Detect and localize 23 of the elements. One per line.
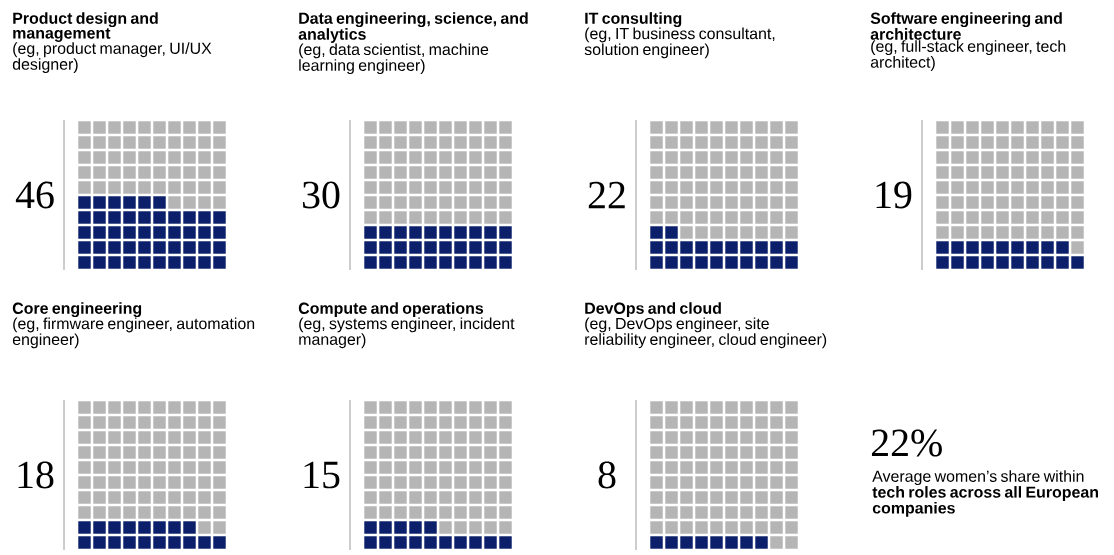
data-label: 18 — [18, 461, 54, 489]
text: Average women’s share within tech roles across all European companies — [872, 470, 1098, 517]
text: 22% — [871, 429, 942, 457]
text: (eg, IT business consultant, solution engineer) — [584, 27, 775, 59]
text: (eg, DevOps engineer, site reliability engineer, cloud engineer) — [585, 317, 827, 349]
data-label: 8 — [598, 461, 616, 489]
text: (eg, data scientist, machine learning engineer) — [299, 43, 489, 75]
text: DevOps and cloud — [585, 302, 721, 318]
data-label: 30 — [302, 181, 340, 209]
data-label: 19 — [876, 181, 912, 209]
data-label: 15 — [304, 461, 340, 489]
text: (eg, firmware engineer, automation engineer) — [12, 317, 255, 349]
text: (eg, full-stack engineer, tech architect) — [870, 40, 1066, 71]
text: Compute and operations — [298, 302, 484, 318]
text: Data engineering, science, and analytics — [298, 12, 528, 43]
text: IT consulting — [585, 12, 682, 28]
data-label: 46 — [15, 181, 54, 209]
text: (eg, product manager, UI/UX designer) — [12, 42, 212, 74]
text: (eg, systems engineer, incident manager) — [299, 317, 515, 349]
text: Core engineering — [12, 302, 142, 318]
text: Software engineering and architecture — [870, 12, 1062, 40]
text: Product design and management — [13, 12, 158, 42]
data-label: 22 — [588, 181, 625, 209]
